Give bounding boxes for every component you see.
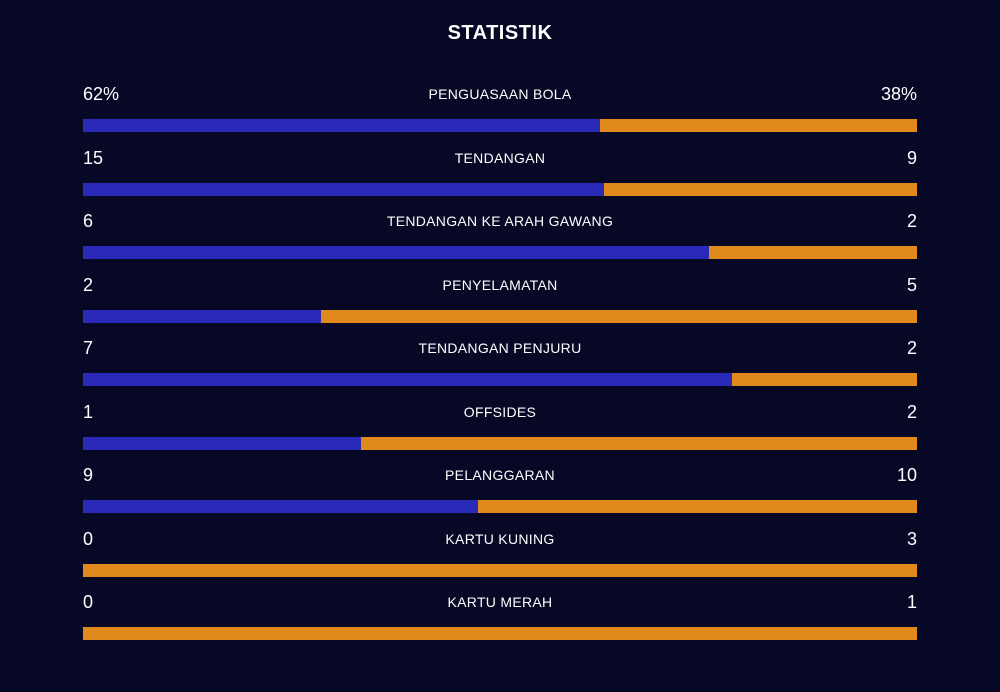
home-bar-segment xyxy=(83,500,479,513)
away-bar-segment xyxy=(83,563,917,577)
comparison-bar xyxy=(83,309,917,323)
comparison-bar xyxy=(83,182,917,196)
stat-label: OFFSIDES xyxy=(463,403,537,420)
away-bar-segment xyxy=(604,182,917,196)
away-value: 3 xyxy=(906,528,917,549)
comparison-bar xyxy=(83,119,917,132)
home-bar-segment xyxy=(83,246,709,259)
page-title: STATISTIK xyxy=(447,22,553,44)
away-value: 38% xyxy=(880,84,917,104)
away-value: 10 xyxy=(896,465,917,485)
stat-row-corners: 7 TENDANGAN PENJURU 2 xyxy=(83,334,917,398)
away-bar-segment xyxy=(83,627,917,640)
stat-label: PENYELAMATAN xyxy=(442,276,558,293)
home-bar-segment xyxy=(83,436,361,450)
home-value: 0 xyxy=(83,528,94,549)
home-value: 1 xyxy=(83,401,94,422)
stat-label: TENDANGAN xyxy=(454,149,546,166)
comparison-bar xyxy=(83,436,917,450)
stat-label: TENDANGAN PENJURU xyxy=(418,340,582,356)
away-bar-segment xyxy=(731,373,917,386)
home-value: 2 xyxy=(83,274,94,295)
away-value: 2 xyxy=(906,211,917,231)
stat-label: KARTU MERAH xyxy=(447,594,553,610)
home-bar-segment xyxy=(83,373,732,386)
stat-row-shots: 15 TENDANGAN 9 xyxy=(83,144,917,208)
stat-row-red-cards: 0 KARTU MERAH 1 xyxy=(83,588,917,652)
comparison-bar xyxy=(83,500,917,513)
home-value: 6 xyxy=(83,211,94,231)
home-bar-segment xyxy=(83,309,322,323)
stat-row-shots-on-target: 6 TENDANGAN KE ARAH GAWANG 2 xyxy=(83,207,917,271)
comparison-bar xyxy=(83,246,917,259)
home-value: 62% xyxy=(83,84,120,104)
stat-label: PENGUASAAN BOLA xyxy=(428,86,572,102)
stat-row-fouls: 9 PELANGGARAN 10 xyxy=(83,461,917,525)
home-bar-segment xyxy=(83,182,605,196)
stat-row-possession: 62% PENGUASAAN BOLA 38% xyxy=(83,80,917,144)
stat-label: KARTU KUNING xyxy=(445,530,555,547)
stat-list: 62% PENGUASAAN BOLA 38% 15 TENDANGAN 9 6… xyxy=(83,80,917,652)
stat-row-offsides: 1 OFFSIDES 2 xyxy=(83,398,917,462)
home-value: 7 xyxy=(83,338,94,358)
away-value: 2 xyxy=(906,401,917,422)
away-bar-segment xyxy=(360,436,917,450)
away-value: 5 xyxy=(906,274,917,295)
home-value: 15 xyxy=(83,147,104,168)
away-bar-segment xyxy=(708,246,917,259)
stat-label: TENDANGAN KE ARAH GAWANG xyxy=(386,213,614,229)
stat-row-saves: 2 PENYELAMATAN 5 xyxy=(83,271,917,335)
stat-row-yellow-cards: 0 KARTU KUNING 3 xyxy=(83,525,917,589)
away-bar-segment xyxy=(478,500,917,513)
home-value: 0 xyxy=(83,592,94,612)
comparison-bar xyxy=(83,373,917,386)
home-bar-segment xyxy=(83,119,601,132)
comparison-bar xyxy=(83,563,917,577)
away-bar-segment xyxy=(600,119,917,132)
away-value: 1 xyxy=(906,592,917,612)
comparison-bar xyxy=(83,627,917,640)
away-bar-segment xyxy=(321,309,917,323)
away-value: 2 xyxy=(906,338,917,358)
stat-label: PELANGGARAN xyxy=(445,467,555,483)
away-value: 9 xyxy=(906,147,917,168)
home-value: 9 xyxy=(83,465,94,485)
